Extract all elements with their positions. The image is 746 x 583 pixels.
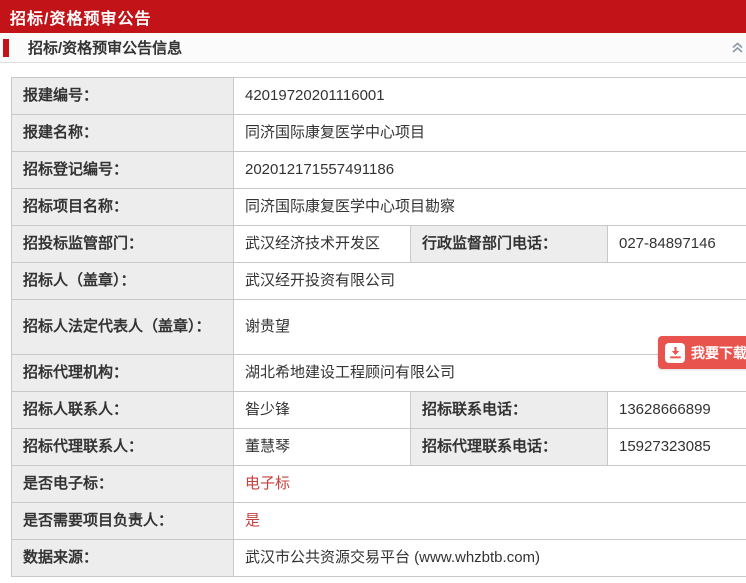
row-label-secondary: 招标联系电话： <box>410 391 608 429</box>
section-title: 招标/资格预审公告信息 <box>28 40 183 57</box>
row-label: 招标人（盖章）： <box>11 262 234 300</box>
row-value: 谢贵望 <box>232 299 746 355</box>
page-banner: 招标/资格预审公告 <box>0 0 746 33</box>
table-row: 是否电子标： 电子标 <box>11 465 746 503</box>
table-row: 招标登记编号： 202012171557491186 <box>11 151 746 189</box>
table-row: 招标人（盖章）： 武汉经开投资有限公司 <box>11 262 746 300</box>
announcement-table-body: 报建编号： 42019720201116001 报建名称： 同济国际康复医学中心项目招… <box>11 77 746 577</box>
table-row: 报建名称： 同济国际康复医学中心项目 <box>11 114 746 152</box>
row-label: 招标代理联系人： <box>11 428 234 466</box>
row-value: 电子标 <box>232 465 746 503</box>
row-value: 同济国际康复医学中心项目勘察 <box>232 188 746 226</box>
announcement-table: 报建编号： 42019720201116001 报建名称： 同济国际康复医学中心项目招… <box>11 77 746 577</box>
table-row: 招标项目名称： 同济国际康复医学中心项目勘察 <box>11 188 746 226</box>
row-value: 昝少锋 <box>233 391 411 429</box>
row-value: 武汉经开投资有限公司 <box>232 262 746 300</box>
row-value-secondary: 15927323085 <box>606 428 746 466</box>
section-header: 招标/资格预审公告信息 <box>0 33 746 63</box>
table-row: 是否需要项目负责人：是 <box>11 502 746 540</box>
row-label: 招标项目名称： <box>11 188 234 226</box>
row-label: 招投标监管部门： <box>11 225 234 263</box>
row-value: 同济国际康复医学中心项目 <box>232 114 746 152</box>
row-label: 招标登记编号： <box>11 151 234 189</box>
table-row: 招标人联系人： 昝少锋 招标联系电话： 13628666899 <box>11 391 746 429</box>
download-icon <box>665 342 685 363</box>
row-value: 武汉经济技术开发区 <box>233 225 411 263</box>
row-label: 招标人联系人： <box>11 391 234 429</box>
announcement-info-section: 报建编号： 42019720201116001 报建名称： 同济国际康复医学中心项目招… <box>11 77 746 577</box>
accent-bar <box>3 38 9 57</box>
double-chevron-up-icon[interactable] <box>730 41 744 55</box>
row-label-secondary: 行政监督部门电话： <box>410 225 608 263</box>
download-button[interactable]: 我要下载 <box>658 336 746 369</box>
table-row: 招标代理联系人： 董慧琴 招标代理联系电话： 15927323085 <box>11 428 746 466</box>
row-value: 武汉市公共资源交易平台 (www.whzbtb.com) <box>232 539 746 577</box>
page-title: 招标/资格预审公告 <box>10 10 152 28</box>
table-row: 招标人法定代表人（盖章）： 谢贵望 <box>11 299 746 355</box>
row-value: 董慧琴 <box>233 428 411 466</box>
table-row: 数据来源： 武汉市公共资源交易平台 (www.whzbtb.com) <box>11 539 746 577</box>
row-value-secondary: 027-84897146 <box>606 225 746 263</box>
table-row: 招投标监管部门： 武汉经济技术开发区 行政监督部门电话： 027-84897146 <box>11 225 746 263</box>
row-label: 是否电子标： <box>11 465 234 503</box>
row-label: 招标代理机构： <box>11 354 234 392</box>
row-label: 数据来源： <box>11 539 234 577</box>
table-row: 招标代理机构： 湖北希地建设工程顾问有限公司 <box>11 354 746 392</box>
row-label: 是否需要项目负责人： <box>11 502 234 540</box>
table-row: 报建编号： 42019720201116001 <box>11 77 746 115</box>
download-button-label: 我要下载 <box>691 344 746 361</box>
row-value: 是 <box>232 502 746 540</box>
row-label: 报建名称： <box>11 114 234 152</box>
row-label: 招标人法定代表人（盖章）： <box>11 299 234 355</box>
row-value: 42019720201116001 <box>232 77 746 115</box>
row-label: 报建编号： <box>11 77 234 115</box>
row-label-secondary: 招标代理联系电话： <box>410 428 608 466</box>
row-value: 202012171557491186 <box>232 151 746 189</box>
row-value-secondary: 13628666899 <box>606 391 746 429</box>
